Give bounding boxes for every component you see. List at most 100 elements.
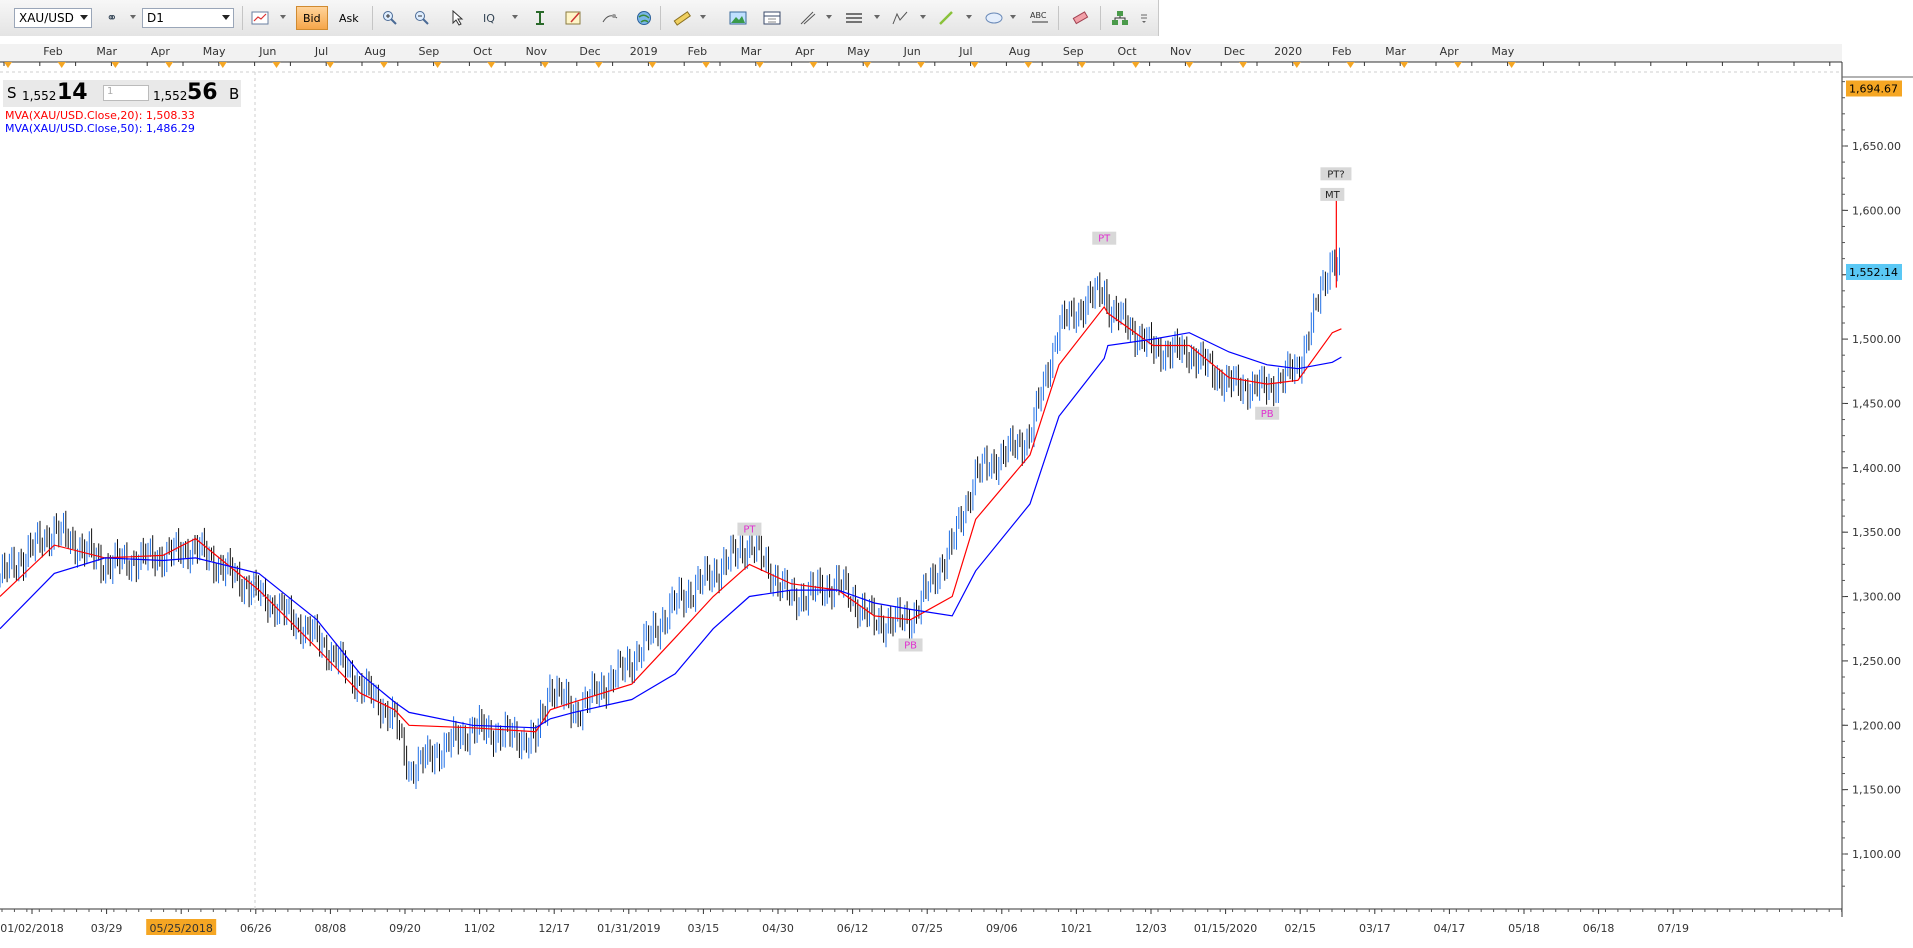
top-axis-label: Apr bbox=[795, 45, 815, 58]
lines-icon[interactable] bbox=[842, 7, 866, 29]
symbol-select[interactable]: XAU/USD bbox=[14, 8, 92, 28]
chevron-down-icon[interactable] bbox=[874, 15, 880, 19]
globe-icon[interactable] bbox=[632, 7, 656, 29]
time-axis-label: 07/25 bbox=[911, 922, 943, 935]
top-axis-label: Aug bbox=[364, 45, 385, 58]
month-marker bbox=[433, 62, 442, 68]
price-tick-label: 1,200.00 bbox=[1852, 719, 1901, 732]
buy-price-big[interactable]: 56 bbox=[187, 80, 218, 105]
chart-annotations: PT PB PT PB MT PT? bbox=[737, 167, 1352, 652]
sell-label: S bbox=[7, 84, 17, 102]
time-axis-highlight bbox=[146, 919, 217, 935]
month-marker bbox=[1346, 62, 1355, 68]
time-axis-label: 09/20 bbox=[389, 922, 421, 935]
indicators-icon[interactable] bbox=[598, 7, 622, 29]
current-price-label: 1,552.14 bbox=[1849, 266, 1898, 279]
month-marker bbox=[1292, 62, 1301, 68]
ellipse-icon[interactable] bbox=[982, 7, 1006, 29]
price-tick-label: 1,250.00 bbox=[1852, 655, 1901, 668]
chevron-down-icon[interactable] bbox=[966, 15, 972, 19]
month-marker bbox=[272, 62, 281, 68]
sell-price-small[interactable]: 1,552 bbox=[22, 89, 57, 103]
more-icon[interactable] bbox=[1136, 7, 1152, 29]
calculator-icon[interactable] bbox=[760, 7, 784, 29]
mva50-legend: MVA(XAU/USD.Close,50): 1,486.29 bbox=[5, 122, 195, 135]
chevron-down-icon[interactable] bbox=[130, 15, 136, 19]
chevron-down-icon[interactable] bbox=[700, 15, 706, 19]
zoom-out-icon[interactable] bbox=[410, 7, 434, 29]
svg-text:IQ: IQ bbox=[483, 12, 495, 25]
sell-price-big[interactable]: 14 bbox=[57, 80, 88, 105]
price-tick-label: 1,400.00 bbox=[1852, 462, 1901, 475]
cursor-icon[interactable] bbox=[446, 7, 470, 29]
month-marker bbox=[1024, 62, 1033, 68]
bid-toggle[interactable]: Bid bbox=[296, 6, 328, 30]
top-axis-label: Feb bbox=[688, 45, 707, 58]
ask-toggle[interactable]: Ask bbox=[332, 6, 366, 30]
top-axis-label: Feb bbox=[43, 45, 62, 58]
abc-text-icon[interactable]: ABC bbox=[1028, 7, 1052, 29]
top-axis-label: May bbox=[203, 45, 226, 58]
annotation-box bbox=[898, 638, 923, 652]
price-axis-badges: 1,552.14 1,694.67 bbox=[1846, 80, 1902, 280]
month-marker bbox=[1400, 62, 1409, 68]
properties-icon[interactable] bbox=[562, 7, 586, 29]
current-price-badge bbox=[1846, 263, 1902, 280]
month-marker bbox=[487, 62, 496, 68]
chevron-down-icon[interactable] bbox=[826, 15, 832, 19]
annotation-box bbox=[1255, 406, 1280, 420]
eraser-icon[interactable] bbox=[1068, 7, 1092, 29]
month-marker bbox=[1185, 62, 1194, 68]
picture-icon[interactable] bbox=[726, 7, 750, 29]
month-marker bbox=[755, 62, 764, 68]
price-bars bbox=[0, 194, 1340, 789]
annotation-box bbox=[737, 522, 762, 536]
chart-background bbox=[0, 36, 1913, 948]
text-tool-icon[interactable] bbox=[528, 7, 552, 29]
chevron-down-icon[interactable] bbox=[1010, 15, 1016, 19]
time-axis-label: 12/17 bbox=[538, 922, 570, 935]
time-axis-label: 05/18 bbox=[1508, 922, 1540, 935]
top-axis-label: 2019 bbox=[630, 45, 658, 58]
time-axis-label: 10/21 bbox=[1061, 922, 1093, 935]
annotation-label: PB bbox=[1261, 409, 1274, 420]
time-axis-label: 06/26 bbox=[240, 922, 272, 935]
month-marker bbox=[970, 62, 979, 68]
month-marker bbox=[863, 62, 872, 68]
pen-icon[interactable] bbox=[934, 7, 958, 29]
chevron-down-icon[interactable] bbox=[512, 15, 518, 19]
top-axis-label: Nov bbox=[526, 45, 548, 58]
mva20-legend: MVA(XAU/USD.Close,20): 1,508.33 bbox=[5, 109, 195, 122]
network-icon[interactable] bbox=[1108, 7, 1132, 29]
month-marker bbox=[4, 62, 12, 68]
time-axis-label: 01/15/2020 bbox=[1194, 922, 1257, 935]
ruler-icon[interactable] bbox=[670, 7, 694, 29]
top-axis-label: 2020 bbox=[1274, 45, 1302, 58]
time-axis-label: 02/15 bbox=[1284, 922, 1316, 935]
time-axis-label: 12/03 bbox=[1135, 922, 1167, 935]
time-axis-label: 03/15 bbox=[688, 922, 720, 935]
zoom-fit-icon[interactable]: IQ bbox=[480, 7, 504, 29]
high-price-label: 1,694.67 bbox=[1849, 82, 1898, 95]
ask-label: Ask bbox=[339, 12, 359, 25]
link-icon[interactable]: ⚭ bbox=[106, 10, 118, 26]
fibonacci-icon[interactable] bbox=[796, 7, 820, 29]
top-axis-label: Mar bbox=[1385, 45, 1406, 58]
amount-input[interactable]: 1 bbox=[103, 85, 149, 101]
trendline-icon[interactable] bbox=[888, 7, 912, 29]
series-lines bbox=[0, 305, 1342, 733]
month-marker bbox=[541, 62, 549, 68]
zoom-in-icon[interactable] bbox=[378, 7, 402, 29]
price-tick-label: 1,300.00 bbox=[1852, 591, 1901, 604]
mva50-line bbox=[0, 332, 1342, 729]
chart-type-icon[interactable] bbox=[248, 7, 272, 29]
top-axis-label: Feb bbox=[1332, 45, 1351, 58]
time-axis-label: 03/17 bbox=[1359, 922, 1391, 935]
top-axis-label: Jun bbox=[258, 45, 276, 58]
buy-price-small[interactable]: 1,552 bbox=[153, 89, 188, 103]
timeframe-select[interactable]: D1 bbox=[142, 8, 234, 28]
time-axis-label: 05/25/2018 bbox=[149, 922, 212, 935]
chevron-down-icon[interactable] bbox=[280, 15, 286, 19]
chevron-down-icon[interactable] bbox=[920, 15, 926, 19]
